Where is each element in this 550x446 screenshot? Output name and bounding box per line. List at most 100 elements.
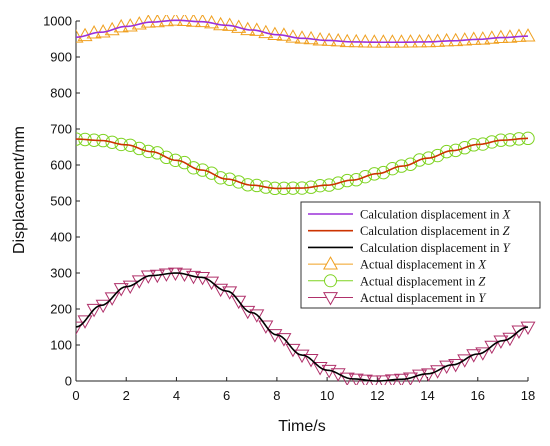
legend-entry: Calculation displacement in Z xyxy=(308,224,511,238)
y-tick-label: 800 xyxy=(50,86,72,101)
data-point xyxy=(167,15,183,26)
data-point xyxy=(76,29,84,43)
data-point xyxy=(76,321,84,336)
legend-entry: Calculation displacement in X xyxy=(308,208,512,222)
data-point xyxy=(140,15,156,28)
data-point xyxy=(366,34,382,48)
data-point xyxy=(375,375,391,385)
legend-label-prefix: Actual displacement in xyxy=(360,274,478,288)
data-point xyxy=(430,33,446,47)
legend-label: Actual displacement in X xyxy=(360,258,487,272)
data-point xyxy=(439,144,454,159)
data-point xyxy=(195,15,211,28)
data-point xyxy=(448,32,464,47)
x-tick-label: 18 xyxy=(521,388,535,403)
legend-label-axis: X xyxy=(502,208,512,222)
legend-label: Calculation displacement in Z xyxy=(360,224,511,238)
legend-label-axis: Y xyxy=(503,241,512,255)
data-point xyxy=(430,148,445,163)
x-axis-label: Time/s xyxy=(278,418,325,435)
x-tick-label: 2 xyxy=(123,388,130,403)
data-point xyxy=(213,171,228,185)
data-point xyxy=(394,159,409,173)
legend-entry: Actual displacement in Y xyxy=(308,291,487,306)
series-line-z xyxy=(76,137,529,190)
legend-marker xyxy=(322,292,339,306)
data-point xyxy=(366,375,382,385)
data-point xyxy=(186,161,201,175)
y-axis-label: Displacement/mm xyxy=(11,126,28,254)
data-point xyxy=(140,270,156,284)
data-point xyxy=(294,30,310,44)
x-tick-label: 6 xyxy=(223,388,230,403)
legend-label: Actual displacement in Z xyxy=(360,274,486,288)
x-tick-label: 14 xyxy=(420,388,434,403)
legend-label-axis: Y xyxy=(478,291,487,305)
data-point xyxy=(339,33,355,48)
y-tick-label: 700 xyxy=(50,122,72,137)
data-point xyxy=(105,135,119,149)
data-point xyxy=(321,32,337,46)
data-point xyxy=(249,309,265,323)
data-point xyxy=(511,325,527,339)
data-point xyxy=(484,340,500,355)
series-circle-z xyxy=(76,131,535,196)
y-tick-label: 200 xyxy=(50,302,72,317)
x-tick-label: 10 xyxy=(320,388,334,403)
data-point xyxy=(204,276,220,291)
legend-label-axis: Z xyxy=(503,224,511,238)
data-point xyxy=(384,34,400,48)
y-tick-label: 400 xyxy=(50,230,72,245)
x-tick-label: 12 xyxy=(370,388,384,403)
series-triangle-down-y xyxy=(76,267,536,385)
data-point xyxy=(231,295,247,310)
data-point xyxy=(520,28,536,42)
data-point xyxy=(393,34,409,48)
data-point xyxy=(402,34,418,48)
data-point xyxy=(159,150,174,165)
data-point xyxy=(348,33,364,48)
x-tick-label: 4 xyxy=(173,388,180,403)
data-point xyxy=(86,303,102,318)
data-point xyxy=(458,141,472,155)
data-point xyxy=(276,333,292,347)
data-point xyxy=(493,29,509,43)
legend-label-axis: X xyxy=(477,258,487,272)
legend-label: Actual displacement in Y xyxy=(360,291,487,305)
data-point xyxy=(421,33,437,48)
x-tick-label: 16 xyxy=(471,388,485,403)
legend-marker xyxy=(322,256,339,270)
legend-entry: Actual displacement in Z xyxy=(308,274,486,288)
data-point xyxy=(485,135,499,149)
legend-entry: Actual displacement in X xyxy=(308,256,487,272)
data-point xyxy=(77,315,93,329)
legend-marker xyxy=(324,274,337,288)
y-tick-label: 500 xyxy=(50,194,72,209)
data-point xyxy=(222,17,238,31)
y-tick-label: 1000 xyxy=(43,14,72,29)
data-point xyxy=(204,166,219,180)
series-line-y xyxy=(76,272,529,382)
data-point xyxy=(132,141,146,156)
data-point xyxy=(357,34,373,48)
legend-label-prefix: Calculation displacement in xyxy=(360,224,503,238)
data-point xyxy=(376,165,391,180)
series-triangle-up-x xyxy=(76,15,536,48)
legend-label-prefix: Actual displacement in xyxy=(360,258,478,272)
legend-entry: Calculation displacement in Y xyxy=(308,241,512,255)
data-point xyxy=(330,368,346,382)
data-point xyxy=(385,161,400,176)
y-tick-label: 100 xyxy=(50,338,72,353)
data-point xyxy=(104,292,120,306)
data-point xyxy=(195,163,210,177)
series-line-x xyxy=(76,19,529,44)
y-tick-label: 300 xyxy=(50,266,72,281)
series-layer xyxy=(76,15,536,385)
data-point xyxy=(167,267,183,282)
data-point xyxy=(331,176,345,190)
data-point xyxy=(358,169,372,184)
legend-label: Calculation displacement in X xyxy=(360,208,512,222)
y-tick-label: 900 xyxy=(50,50,72,65)
